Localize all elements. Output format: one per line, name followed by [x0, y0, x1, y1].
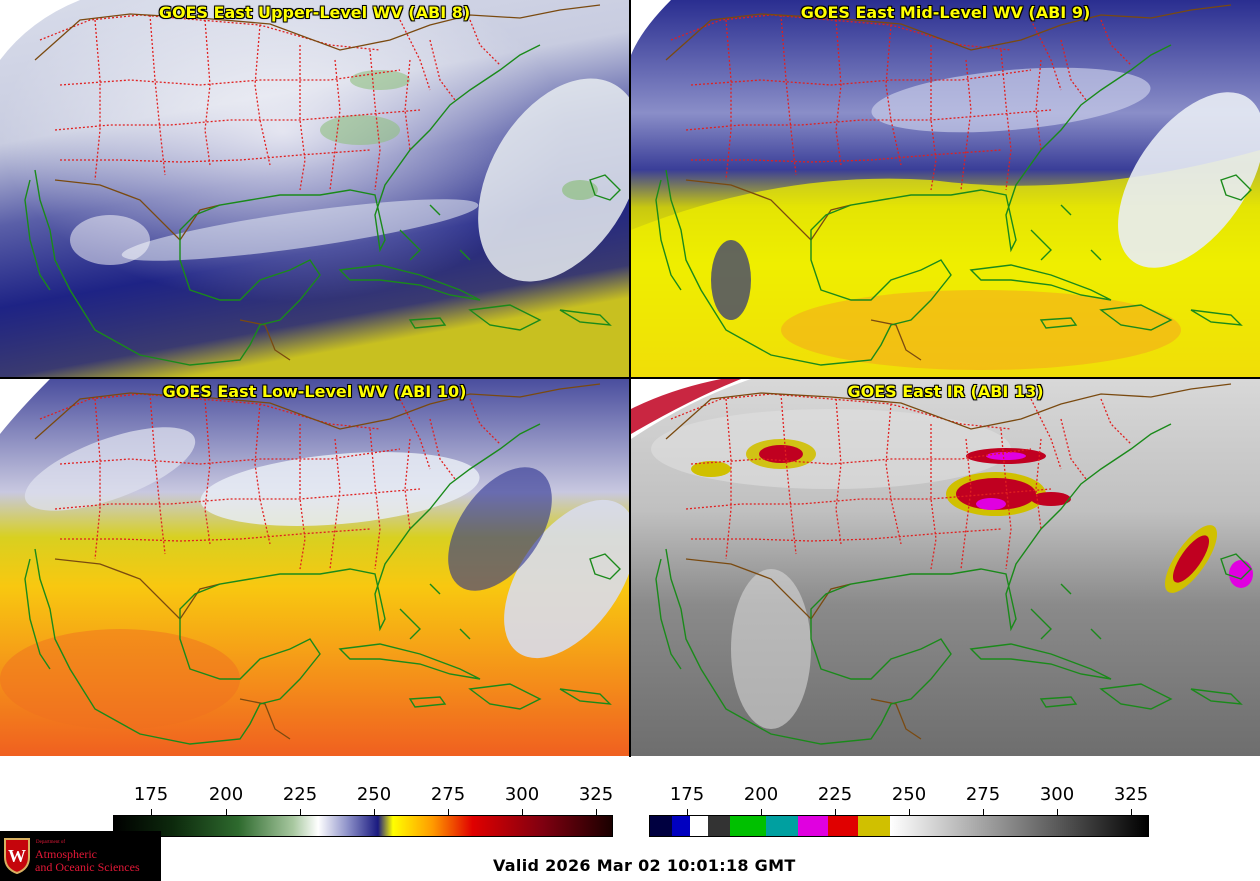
panel-title-ir: GOES East IR (ABI 13) — [847, 382, 1044, 401]
ir-colorbar-tick: 200 — [743, 784, 779, 805]
wv-colorbar-tick: 275 — [430, 784, 466, 805]
wv-colorbar-tick: 200 — [208, 784, 244, 805]
panel-divider-horizontal — [0, 377, 1260, 379]
wv-colorbar-gradient — [113, 815, 613, 837]
panel-title-upper-level-wv: GOES East Upper-Level WV (ABI 8) — [158, 3, 471, 22]
wv-colorbar-tick: 225 — [282, 784, 318, 805]
mid-level-wv-image — [631, 0, 1260, 377]
wv-colorbar-tick: 300 — [504, 784, 540, 805]
svg-text:W: W — [8, 846, 26, 866]
logo-line-2: and Oceanic Sciences — [35, 860, 140, 874]
panel-title-low-level-wv: GOES East Low-Level WV (ABI 10) — [162, 382, 467, 401]
ir-colorbar-tick: 275 — [965, 784, 1001, 805]
panel-upper-level-wv: GOES East Upper-Level WV (ABI 8) — [0, 0, 629, 377]
aos-logo: W Department of Atmospheric and Oceanic … — [0, 831, 161, 881]
panel-title-mid-level-wv: GOES East Mid-Level WV (ABI 9) — [800, 3, 1091, 22]
ir-colorbar-gradient — [649, 815, 1149, 837]
upper-level-wv-image — [0, 0, 629, 377]
panel-low-level-wv: GOES East Low-Level WV (ABI 10) — [0, 379, 629, 756]
panel-mid-level-wv: GOES East Mid-Level WV (ABI 9) — [631, 0, 1260, 377]
wv-colorbar-tick: 175 — [133, 784, 169, 805]
ir-colorbar-tick: 175 — [669, 784, 705, 805]
ir-image — [631, 379, 1260, 756]
logo-line-1: Atmospheric — [35, 847, 97, 861]
wv-colorbar-tick: 250 — [356, 784, 392, 805]
valid-time-label: Valid 2026 Mar 02 10:01:18 GMT — [493, 856, 796, 875]
ir-colorbar-tick: 300 — [1039, 784, 1075, 805]
panel-ir: GOES East IR (ABI 13) — [631, 379, 1260, 756]
ir-colorbar-tick: 325 — [1113, 784, 1149, 805]
low-level-wv-image — [0, 379, 629, 756]
uw-crest-icon: W — [4, 838, 30, 875]
wv-colorbar-tick: 325 — [578, 784, 614, 805]
logo-department: Department of — [36, 840, 66, 845]
ir-colorbar-tick: 250 — [891, 784, 927, 805]
ir-colorbar-tick: 225 — [817, 784, 853, 805]
